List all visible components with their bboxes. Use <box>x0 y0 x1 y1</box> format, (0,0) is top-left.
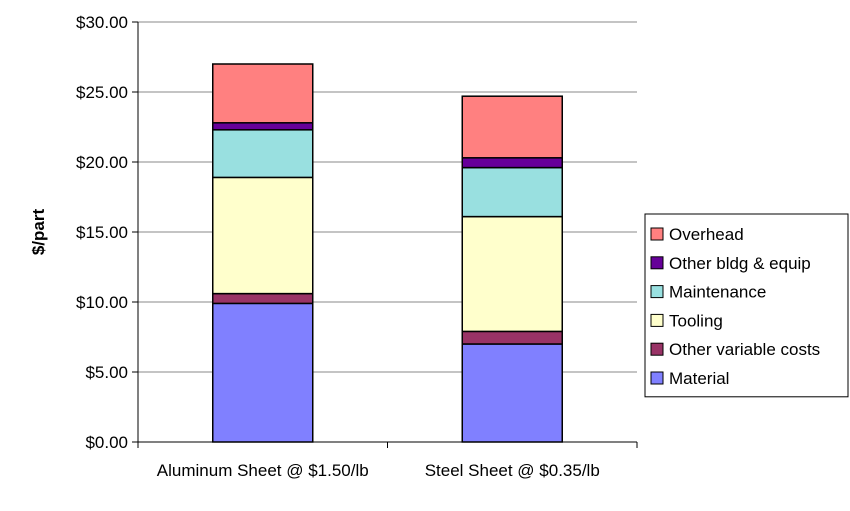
bar-segment-overhead <box>212 63 314 124</box>
bar-segment-material <box>212 302 314 443</box>
legend-swatch-tooling <box>650 313 664 327</box>
y-tick-label: $20.00 <box>76 153 128 172</box>
bar-segment-overhead <box>461 95 563 159</box>
legend-label-maintenance: Maintenance <box>669 283 766 302</box>
bars <box>212 63 563 443</box>
bar-segment-tooling <box>461 215 563 333</box>
x-category-label: Aluminum Sheet @ $1.50/lb <box>157 461 369 480</box>
legend-label-material: Material <box>669 369 729 388</box>
legend-label-tooling: Tooling <box>669 311 723 330</box>
y-tick-label: $15.00 <box>76 223 128 242</box>
x-category-labels: Aluminum Sheet @ $1.50/lb Steel Sheet @ $… <box>157 461 600 480</box>
legend-swatch-other-bldg-equip <box>650 256 664 270</box>
legend-label-other-bldg-equip: Other bldg & equip <box>669 254 811 273</box>
bar-segment-other-variable-costs <box>461 330 563 345</box>
y-tick-label: $25.00 <box>76 83 128 102</box>
bar-segment-maintenance <box>212 129 314 179</box>
legend-swatch-overhead <box>650 227 664 241</box>
bar-segment-other-variable-costs <box>212 292 314 305</box>
legend-swatch-other-variable-costs <box>650 342 664 356</box>
bar-segment-other-bldg-equip <box>212 122 314 131</box>
y-tick-label: $0.00 <box>85 433 128 452</box>
bar-segment-maintenance <box>461 166 563 218</box>
y-axis-title: $/part <box>29 209 48 256</box>
bar-segment-tooling <box>212 176 314 295</box>
legend-swatch-material <box>650 371 664 385</box>
legend-label-other-variable-costs: Other variable costs <box>669 340 820 359</box>
legend: Overhead Other bldg & equip Maintenance Too… <box>644 213 849 398</box>
legend-box <box>644 213 849 398</box>
y-tick-label: $5.00 <box>85 363 128 382</box>
y-tick-label: $30.00 <box>76 13 128 32</box>
legend-label-overhead: Overhead <box>669 225 744 244</box>
y-tick-label: $10.00 <box>76 293 128 312</box>
bar-segment-other-bldg-equip <box>461 157 563 169</box>
x-category-label: Steel Sheet @ $0.35/lb <box>425 461 600 480</box>
bar-segment-material <box>461 343 563 443</box>
y-tick-labels: $0.00 $5.00 $10.00 $15.00 $20.00 $25.00 $30.00 <box>76 13 128 452</box>
legend-swatch-maintenance <box>650 285 664 299</box>
